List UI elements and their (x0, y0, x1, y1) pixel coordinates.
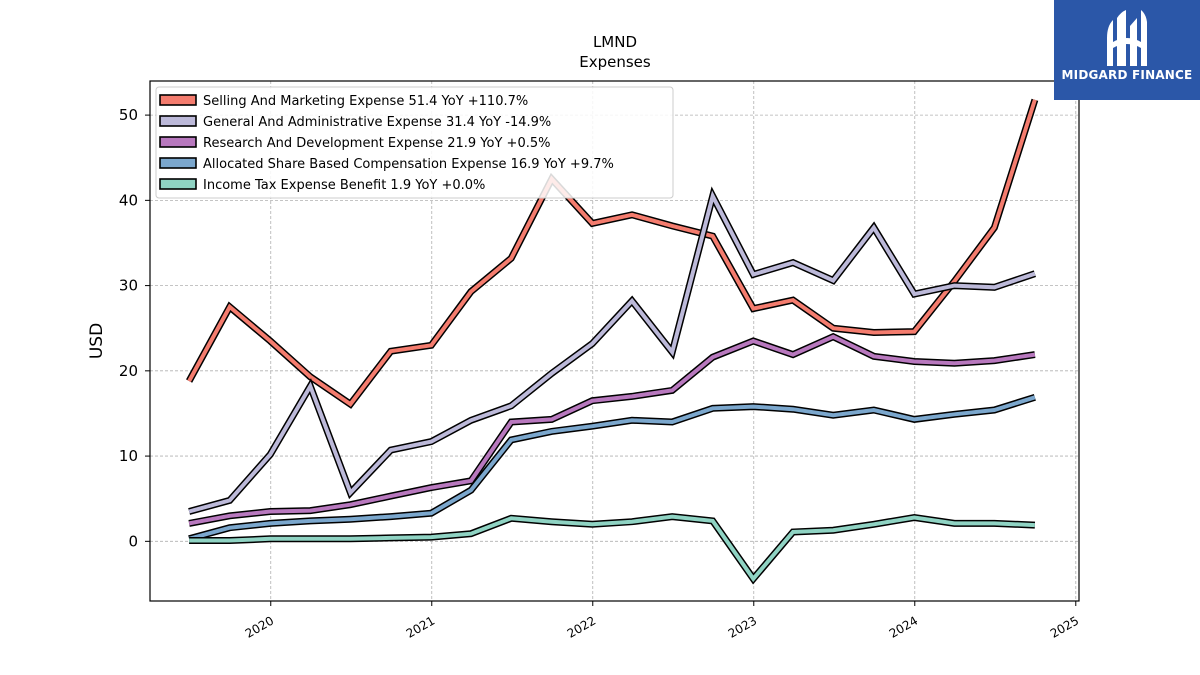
x-tick-label: 2024 (887, 613, 920, 640)
x-tick-label: 2021 (404, 613, 437, 640)
plot-frame (149, 80, 1080, 602)
series-outline-4 (189, 513, 1036, 585)
legend-frame (155, 86, 674, 199)
series-line-0 (187, 99, 1037, 407)
y-tick-label: 30 (119, 277, 138, 295)
series-line-2 (188, 334, 1036, 526)
chart-title: LMND (593, 33, 637, 51)
legend-swatch (159, 157, 197, 169)
legend-swatch (159, 94, 197, 106)
series-line-3 (188, 395, 1036, 541)
chart-subtitle: Expenses (579, 53, 651, 71)
brand-name: MIDGARD FINANCE (1061, 68, 1193, 82)
series-outline-1 (188, 186, 1037, 515)
series-line-1 (188, 190, 1036, 514)
brand-logo-icon (1107, 10, 1147, 66)
legend-swatch (159, 115, 197, 127)
brand-logo: MIDGARD FINANCE (1054, 0, 1200, 100)
legend-swatch (159, 136, 197, 148)
y-tick-label: 20 (119, 362, 138, 380)
x-tick-label: 2025 (1048, 613, 1081, 640)
legend: Selling And Marketing Expense 51.4 YoY +… (155, 86, 674, 199)
y-tick-label: 50 (119, 106, 138, 124)
y-tick-label: 10 (119, 447, 138, 465)
legend-swatch (159, 178, 197, 190)
series-line-4 (189, 514, 1035, 583)
y-axis-label: USD (87, 323, 107, 359)
y-tick-label: 40 (119, 191, 138, 209)
x-tick-label: 2020 (243, 613, 276, 640)
series-lines (186, 98, 1039, 585)
legend-label: Selling And Marketing Expense 51.4 YoY +… (203, 94, 528, 109)
legend-label: Allocated Share Based Compensation Expen… (203, 157, 614, 172)
legend-label: General And Administrative Expense 31.4 … (203, 115, 551, 130)
x-tick-label: 2023 (726, 613, 759, 640)
legend-label: Income Tax Expense Benefit 1.9 YoY +0.0% (203, 178, 485, 193)
legend-label: Research And Development Expense 21.9 Yo… (203, 136, 550, 151)
y-tick-label: 0 (128, 532, 138, 550)
series-outline-2 (188, 332, 1036, 527)
x-tick-label: 2022 (565, 613, 598, 640)
